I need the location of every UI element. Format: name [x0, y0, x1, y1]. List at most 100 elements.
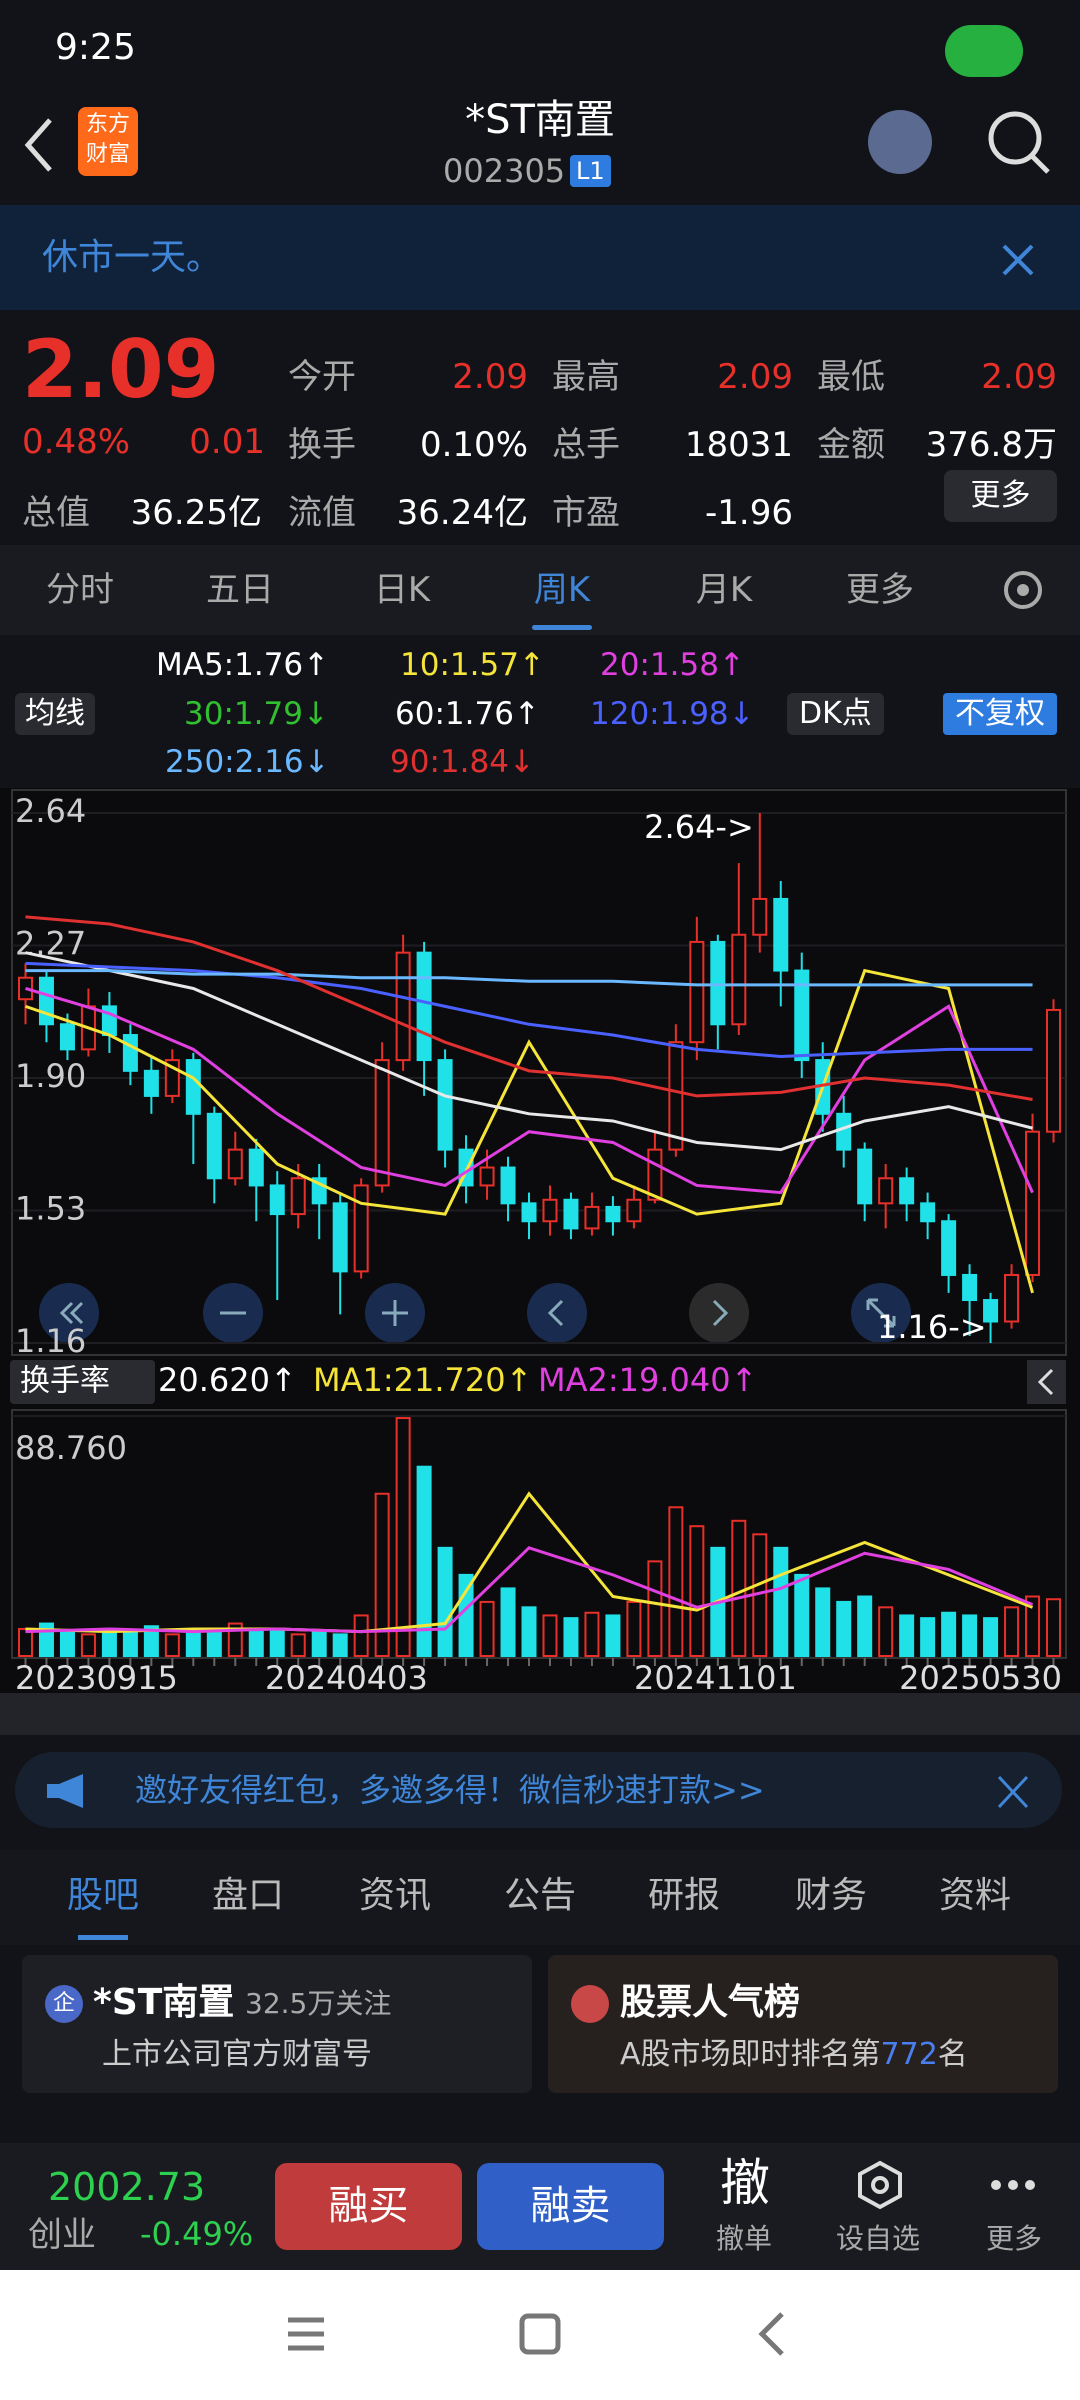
settings-icon[interactable] — [998, 565, 1048, 615]
text: 名 — [937, 2037, 968, 2072]
bar — [773, 1546, 789, 1658]
bar — [857, 1595, 873, 1657]
sell-button[interactable]: 融卖 — [477, 2163, 664, 2250]
ma-line — [25, 961, 1033, 1059]
period-tab[interactable]: 更多 — [846, 570, 914, 610]
annotation: 2.64-> — [644, 808, 754, 846]
bar — [542, 1614, 558, 1657]
dk-button[interactable]: DK点 — [787, 693, 884, 735]
info-tab[interactable]: 资讯 — [358, 1875, 431, 1916]
bar — [122, 1630, 138, 1658]
candle-body — [269, 1184, 285, 1216]
candle-body — [731, 933, 747, 1026]
bar — [206, 1627, 222, 1658]
candle-body — [689, 940, 705, 1044]
bar — [290, 1633, 306, 1658]
candle-body — [647, 1148, 663, 1201]
candle-body — [1004, 1273, 1020, 1323]
clock: 9:25 — [55, 27, 136, 68]
info-tab[interactable]: 股吧 — [66, 1875, 139, 1916]
period-tab[interactable]: 五日 — [206, 570, 274, 610]
ma-selector[interactable]: 均线 — [15, 693, 95, 735]
ma-line — [25, 987, 1034, 1195]
candle-body — [479, 1166, 495, 1187]
notice-bar — [0, 205, 1080, 310]
change: 0.01 — [189, 422, 265, 462]
candle-body — [1025, 1130, 1041, 1276]
bar — [731, 1519, 747, 1657]
candle-body — [17, 976, 33, 1001]
watch-label[interactable]: 设自选 — [836, 2222, 921, 2255]
candle-body — [1046, 1008, 1062, 1133]
rank: 772 — [880, 2037, 938, 2072]
y-tick-label: 1.53 — [15, 1190, 86, 1228]
ma-legend-item: 20:1.58↑ — [600, 647, 745, 683]
ad-banner[interactable] — [15, 1752, 1062, 1828]
ma-line — [25, 951, 1033, 1152]
candle-body — [605, 1205, 621, 1223]
bar — [374, 1492, 390, 1658]
cancel-label[interactable]: 撤单 — [716, 2222, 773, 2255]
info-tab[interactable]: 资料 — [938, 1875, 1011, 1916]
card-title: *ST南置 — [93, 1982, 235, 2023]
candle-body — [920, 1202, 936, 1223]
kline-chart: 2.64 2.27 1.90 1.53 1.16 2.64-> 1.16-> 换手率 20.62… — [0, 788, 1080, 1735]
candle-body — [563, 1198, 579, 1230]
y-tick-label: 1.16 — [15, 1322, 86, 1360]
info-tab[interactable]: 公告 — [503, 1875, 576, 1916]
buy-button[interactable]: 融买 — [275, 2163, 462, 2250]
ma-line — [25, 1546, 1034, 1634]
field-value: 2.09 — [452, 357, 528, 397]
info-tab[interactable]: 财务 — [794, 1875, 867, 1916]
tab-underline — [78, 1935, 128, 1940]
field-label: 最低 — [817, 357, 885, 397]
bar — [815, 1587, 831, 1657]
more-button[interactable]: 更多 — [944, 470, 1057, 522]
field-label: 最高 — [552, 357, 620, 397]
candle-body — [794, 969, 810, 1062]
x-tick-label: 20241101 — [634, 1659, 797, 1697]
bar — [605, 1614, 621, 1657]
info-tab[interactable]: 研报 — [647, 1875, 720, 1916]
candle-body — [584, 1205, 600, 1230]
text: A股市场即时排名第 — [620, 2037, 881, 2072]
watch-icon[interactable] — [855, 2160, 905, 2210]
ma-legend-item: 30:1.79↓ — [184, 696, 329, 732]
field-label: 今开 — [288, 357, 356, 397]
candle-body — [857, 1148, 873, 1205]
nav-icons[interactable] — [0, 2270, 1080, 2400]
x-tick-label: 20240403 — [265, 1659, 428, 1697]
period-tab[interactable]: 日K — [373, 570, 431, 610]
bar — [668, 1506, 684, 1657]
ad-close[interactable] — [995, 1775, 1031, 1809]
header-icons — [24, 110, 1050, 174]
field-value: 2.09 — [981, 357, 1057, 397]
candle-body — [185, 1059, 201, 1115]
bar — [269, 1627, 285, 1658]
card[interactable] — [22, 1955, 532, 2093]
candle-body — [983, 1299, 999, 1323]
logo-text: 东方 — [85, 112, 130, 137]
candle-body — [521, 1202, 537, 1223]
field-label: 金额 — [817, 425, 885, 465]
adjust-button[interactable]: 不复权 — [943, 693, 1057, 735]
card-icon: 企 — [45, 1985, 83, 2023]
field-label: 流值 — [288, 493, 356, 533]
y-tick-label: 2.27 — [15, 925, 86, 963]
index-change: -0.49% — [140, 2215, 254, 2253]
chart-nav-buttons[interactable] — [39, 1283, 911, 1343]
candle-body — [353, 1184, 369, 1273]
notice-close[interactable] — [1000, 242, 1036, 278]
more-label[interactable]: 更多 — [986, 2222, 1043, 2255]
period-tab[interactable]: 分时 — [46, 570, 114, 610]
more-icon[interactable] — [988, 2175, 1038, 2195]
info-tab[interactable]: 盘口 — [211, 1875, 284, 1916]
field-label: 换手 — [288, 425, 356, 465]
card[interactable] — [548, 1955, 1058, 2093]
bar — [878, 1606, 894, 1657]
period-tab[interactable]: 月K — [695, 570, 753, 610]
cancel-icon[interactable]: 撤 — [720, 2154, 770, 2212]
period-tab[interactable]: 周K — [533, 570, 591, 610]
app-logo[interactable]: 东方 财富 — [78, 107, 138, 176]
bar — [164, 1633, 180, 1658]
